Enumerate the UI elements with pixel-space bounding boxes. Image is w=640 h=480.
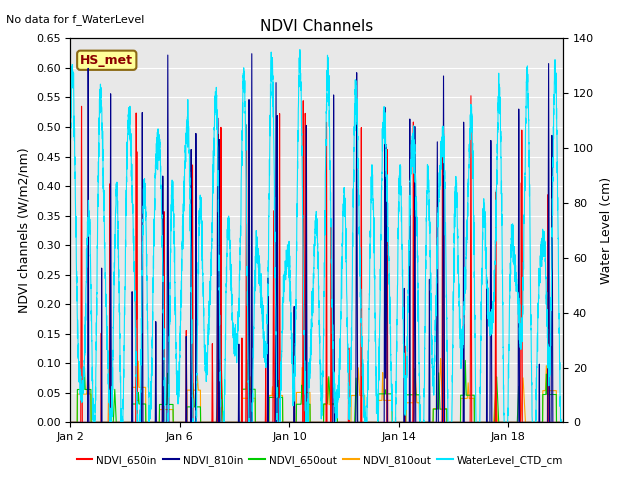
Y-axis label: NDVI channels (W/m2/nm): NDVI channels (W/m2/nm) [17,147,30,313]
Text: HS_met: HS_met [80,54,133,67]
Title: NDVI Channels: NDVI Channels [260,20,373,35]
Text: No data for f_WaterLevel: No data for f_WaterLevel [6,14,145,25]
Y-axis label: Water Level (cm): Water Level (cm) [600,177,612,284]
Legend: NDVI_650in, NDVI_810in, NDVI_650out, NDVI_810out, WaterLevel_CTD_cm: NDVI_650in, NDVI_810in, NDVI_650out, NDV… [72,451,568,470]
